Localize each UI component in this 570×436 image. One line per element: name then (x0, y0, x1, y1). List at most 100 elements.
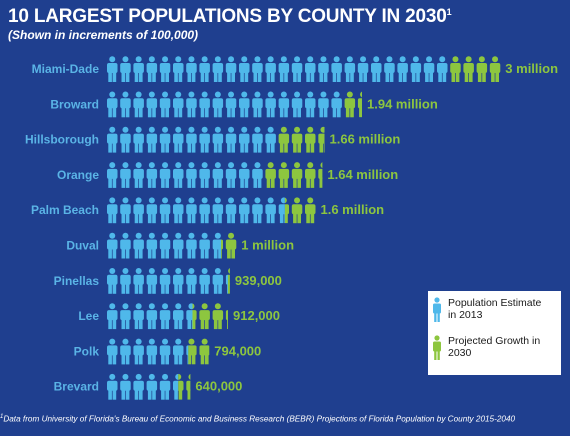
person-icon (199, 197, 210, 224)
person-icon (384, 56, 395, 82)
person-icon (120, 197, 131, 224)
person-icon (186, 232, 197, 259)
person-icon (186, 56, 197, 82)
person-icon (173, 338, 184, 365)
person-icon (225, 232, 237, 259)
category-label: Polk (74, 344, 100, 358)
person-icon (133, 303, 144, 330)
person-icon (265, 56, 276, 82)
person-icon (318, 126, 325, 153)
person-icon (186, 91, 197, 118)
person-icon (120, 232, 131, 259)
person-icon (252, 91, 263, 118)
category-label: Lee (78, 309, 99, 323)
person-icon (186, 303, 193, 330)
person-icon (159, 232, 171, 259)
person-icon (221, 239, 224, 259)
legend-label-estimate: Population Estimate in 2013 (448, 297, 542, 321)
person-icon (146, 56, 158, 82)
person-icon (159, 91, 171, 118)
chart-subtitle: (Shown in increments of 100,000) (8, 28, 199, 42)
person-icon (159, 373, 171, 400)
person-icon (178, 373, 184, 400)
person-icon (318, 56, 329, 82)
person-icon (107, 303, 118, 330)
person-icon (173, 197, 184, 224)
person-icon (107, 268, 118, 294)
person-icon (291, 91, 303, 118)
person-icon (239, 162, 250, 188)
person-icon (437, 56, 448, 82)
person-icon (239, 91, 250, 118)
person-icon (397, 56, 408, 82)
person-icon (489, 56, 501, 82)
person-icon (146, 303, 158, 330)
person-icon (159, 126, 171, 153)
person-icon (107, 126, 118, 153)
data-label: 912,000 (233, 308, 280, 323)
person-icon (212, 232, 222, 259)
person-icon (199, 303, 210, 330)
person-icon (146, 338, 158, 365)
person-icon (133, 91, 144, 118)
person-icon (107, 162, 118, 188)
person-icon (146, 373, 158, 400)
person-icon (186, 197, 197, 224)
person-icon (225, 91, 237, 118)
person-icon (186, 268, 197, 294)
person-icon (433, 297, 441, 322)
person-icon (199, 56, 210, 82)
person-icon (107, 56, 118, 82)
person-icon (107, 338, 118, 365)
person-icon (146, 232, 158, 259)
person-icon (305, 197, 316, 224)
person-icon (371, 56, 382, 82)
person-icon (212, 91, 224, 118)
person-icon (225, 274, 229, 294)
person-icon (212, 268, 224, 294)
person-icon (225, 197, 237, 224)
person-icon (120, 373, 131, 400)
category-label: Pinellas (54, 274, 100, 288)
person-icon (305, 162, 316, 188)
person-icon (199, 162, 210, 188)
person-icon (291, 126, 303, 153)
person-icon (410, 56, 422, 82)
person-icon (133, 126, 144, 153)
person-icon (159, 197, 171, 224)
person-icon (291, 197, 303, 224)
person-icon (318, 91, 329, 118)
legend-item-growth: Projected Growth in 2030 (432, 335, 548, 363)
person-icon (173, 126, 184, 153)
person-icon (133, 268, 144, 294)
legend-item-estimate: Population Estimate in 2013 (432, 297, 548, 325)
person-icon (133, 197, 144, 224)
data-label: 1.66 million (330, 132, 401, 147)
person-icon (199, 338, 210, 365)
person-icon (199, 268, 210, 294)
person-icon (239, 126, 250, 153)
person-icon (212, 303, 224, 330)
person-icon (146, 268, 158, 294)
person-icon (107, 91, 118, 118)
person-icon (265, 162, 276, 188)
person-icon (227, 268, 230, 294)
person-icon (265, 91, 276, 118)
person-icon (107, 373, 118, 400)
person-icon (291, 162, 303, 188)
person-icon (120, 268, 131, 294)
data-label: 1.64 million (327, 167, 398, 182)
person-icon (239, 197, 250, 224)
person-icon (159, 303, 171, 330)
person-icon (225, 310, 229, 330)
person-icon (199, 91, 210, 118)
person-icon (344, 56, 356, 82)
person-icon (252, 197, 263, 224)
category-label: Miami-Dade (32, 62, 100, 76)
person-icon (186, 345, 189, 365)
person-icon (212, 162, 224, 188)
person-icon (133, 56, 144, 82)
person-icon (265, 126, 276, 153)
person-icon (173, 232, 184, 259)
